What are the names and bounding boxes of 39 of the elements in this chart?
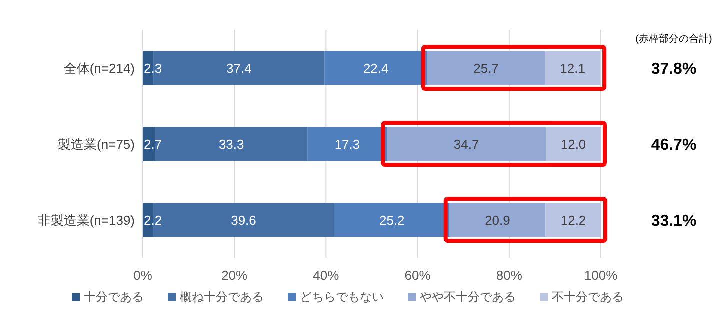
data-label: 12.2 [560,213,586,228]
data-label: 2.7 [144,137,162,152]
y-tick-label: 非製造業(n=139) [38,213,135,228]
y-tick-label: 全体(n=214) [64,61,135,76]
bar [387,127,546,161]
bar [546,203,602,237]
x-tick-label: 80% [496,268,523,283]
legend-label: 不十分である [552,290,624,304]
data-label: 22.4 [363,61,389,76]
x-tick-label: 40% [313,268,340,283]
text: (赤枠部分の合計) [636,33,712,45]
data-label: 33.3 [218,137,244,152]
data-label: 2.2 [144,213,162,228]
data-label: 20.9 [485,213,510,228]
y-tick-label: 製造業(n=75) [58,137,135,152]
legend-label: どちらでもない [300,290,384,304]
legend-label: 十分である [84,290,144,304]
legend-label: やや不十分である [420,290,516,304]
data-label: 12.1 [560,61,586,76]
bar [546,127,601,161]
data-label: 2.3 [144,61,162,76]
data-label: 12.0 [560,137,586,152]
x-tick-label: 60% [404,268,432,283]
bar [427,51,546,85]
text: 37.8% [651,61,697,78]
data-label: 25.2 [379,213,405,228]
data-label: 37.4 [226,61,252,76]
data-label: 39.6 [231,213,256,228]
data-label: 34.7 [454,137,480,152]
text: 46.7% [651,137,697,154]
x-tick-label: 20% [222,268,248,283]
x-tick-label: 100% [584,268,618,283]
data-label: 17.3 [334,137,360,152]
x-tick-label: 0% [134,268,153,283]
bar [545,51,601,85]
legend-label: 概ね十分である [180,290,264,304]
bar [450,203,546,237]
text: 33.1% [651,213,697,230]
data-label: 25.7 [474,61,499,76]
